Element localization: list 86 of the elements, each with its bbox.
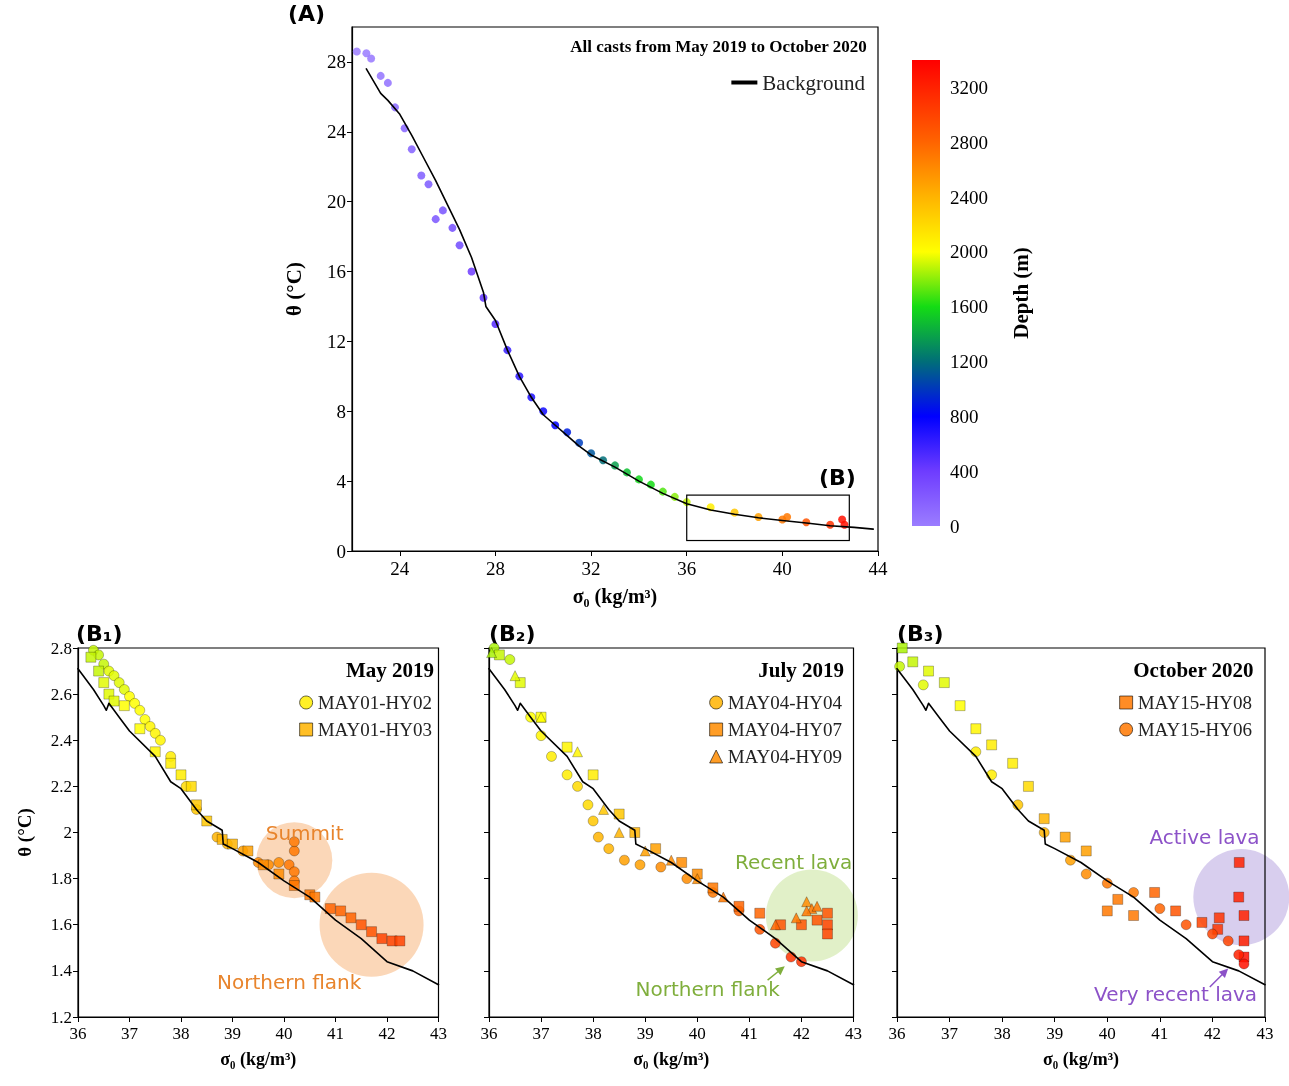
x-tick-label: 44 <box>868 558 888 579</box>
y-tick-label: 20 <box>327 191 346 213</box>
color-bar-label: 1200 <box>950 351 988 373</box>
legend-label: MAY01-HY02 <box>317 692 433 713</box>
color-bar-label: 2800 <box>950 131 988 153</box>
x-axis-title: σ₀ (kg/m³) <box>220 1049 297 1070</box>
legend-label: MAY15-HY06 <box>1137 719 1253 740</box>
x-tick-label: 38 <box>172 1024 190 1043</box>
y-tick-label: 1.6 <box>50 915 72 935</box>
y-tick-label: 2.2 <box>50 776 72 796</box>
x-tick-label: 36 <box>888 1024 906 1043</box>
y-tick-label: 4 <box>336 470 347 492</box>
x-tick-label: 41 <box>740 1024 758 1043</box>
x-tick-label: 40 <box>1098 1024 1116 1043</box>
text: May 2019 <box>345 657 435 682</box>
color-bar-label: 2400 <box>950 186 988 208</box>
x-tick-label: 40 <box>275 1024 293 1043</box>
x-tick-label: 40 <box>772 558 792 579</box>
legend-label: MAY04-HY09 <box>727 746 843 767</box>
y-tick-label: 16 <box>327 261 346 283</box>
y-axis-title: θ (°C) <box>14 808 36 857</box>
y-tick-label: 2.6 <box>50 684 72 704</box>
y-tick-label: 8 <box>336 400 346 422</box>
legend-label: MAY01-HY03 <box>317 719 433 740</box>
text: (A) <box>288 0 326 26</box>
color-bar-label: 1600 <box>950 296 988 318</box>
annotation: Northern flank <box>635 977 781 1002</box>
text: (B₂) <box>489 620 536 646</box>
x-tick-label: 41 <box>1151 1024 1169 1043</box>
x-tick-label: 38 <box>993 1024 1011 1043</box>
x-axis-title: σ₀ (kg/m³) <box>1042 1049 1120 1070</box>
x-tick-label: 43 <box>845 1024 862 1043</box>
x-tick-label: 42 <box>378 1024 396 1043</box>
color-bar-label: 3200 <box>950 76 988 98</box>
annotation: Very recent lava <box>1094 981 1258 1006</box>
y-tick-label: 28 <box>327 51 346 73</box>
legend-label: MAY04-HY04 <box>727 692 843 713</box>
text: October 2020 <box>1133 657 1254 682</box>
x-tick-label: 39 <box>1046 1024 1064 1043</box>
y-tick-label: 2 <box>63 823 72 842</box>
y-tick-label: 24 <box>327 121 347 143</box>
x-axis-title: σ₀ (kg/m³) <box>572 585 658 608</box>
legend-label: MAY04-HY07 <box>727 719 843 740</box>
x-tick-label: 36 <box>480 1024 498 1043</box>
color-bar-label: 2000 <box>950 241 988 263</box>
x-tick-label: 42 <box>792 1024 810 1043</box>
x-tick-label: 37 <box>532 1024 551 1043</box>
x-tick-label: 43 <box>1256 1024 1274 1043</box>
annotation: Northern flank <box>217 970 362 995</box>
text: All casts from May 2019 to October 2020 <box>570 37 867 56</box>
x-tick-label: 39 <box>224 1024 241 1043</box>
y-tick-label: 1.2 <box>50 1007 72 1027</box>
y-axis-title: θ (°C) <box>281 262 306 316</box>
color-bar-label: 800 <box>950 405 979 427</box>
x-tick-label: 32 <box>581 558 601 579</box>
annotation: (B) <box>818 465 856 491</box>
legend-label: Background <box>762 70 866 95</box>
y-tick-label: 2.8 <box>50 638 72 658</box>
x-tick-label: 36 <box>677 558 697 579</box>
text: (B₃) <box>897 620 944 646</box>
y-tick-label: 1.4 <box>50 961 73 981</box>
x-tick-label: 42 <box>1203 1024 1221 1043</box>
x-tick-label: 37 <box>121 1024 139 1043</box>
annotation: Recent lava <box>734 850 853 875</box>
y-tick-label: 2.4 <box>50 730 73 750</box>
y-tick-label: 0 <box>336 540 346 562</box>
legend-label: MAY15-HY08 <box>1137 692 1253 713</box>
text: July 2019 <box>758 657 844 682</box>
x-tick-label: 37 <box>941 1024 959 1043</box>
x-tick-label: 36 <box>69 1024 87 1043</box>
color-bar-label: 0 <box>950 515 960 537</box>
color-bar-title: Depth (m) <box>1008 247 1033 339</box>
x-tick-label: 41 <box>327 1024 344 1043</box>
text: (B₁) <box>76 620 123 646</box>
y-tick-label: 12 <box>327 330 346 352</box>
y-tick-label: 1.8 <box>50 869 72 889</box>
annotation: Active lava <box>1149 825 1260 850</box>
x-tick-label: 28 <box>485 558 505 579</box>
color-bar-label: 400 <box>950 460 979 482</box>
x-tick-label: 43 <box>430 1024 447 1043</box>
x-tick-label: 40 <box>688 1024 706 1043</box>
x-tick-label: 24 <box>390 558 410 579</box>
annotation: Summit <box>265 820 344 845</box>
x-tick-label: 38 <box>584 1024 602 1043</box>
x-axis-title: σ₀ (kg/m³) <box>633 1049 710 1070</box>
x-tick-label: 39 <box>636 1024 654 1043</box>
